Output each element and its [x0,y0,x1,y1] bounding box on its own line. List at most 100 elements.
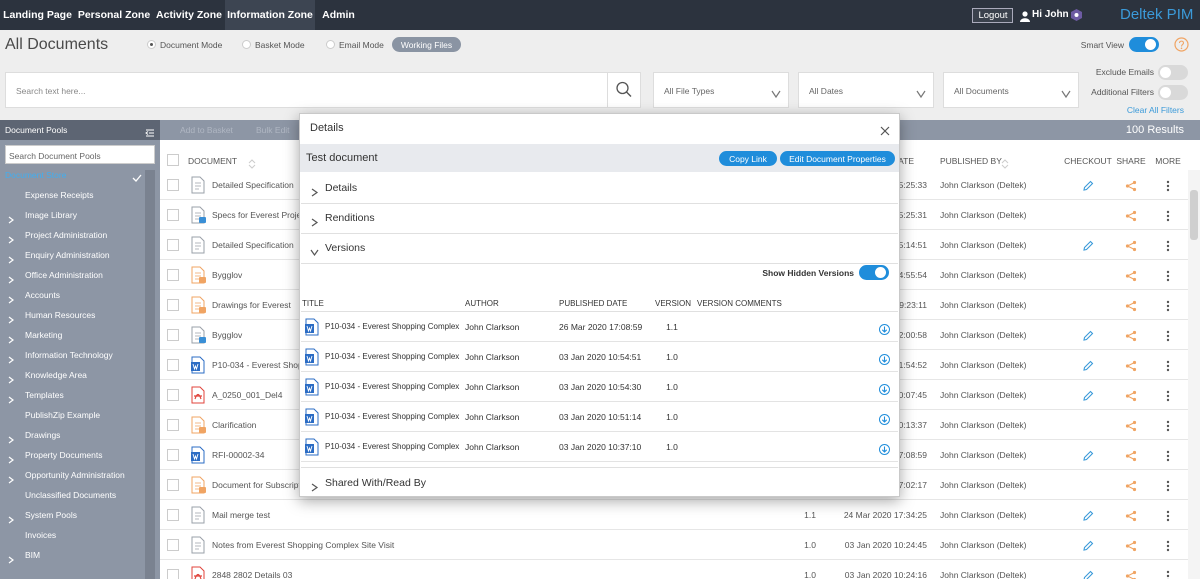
version-title[interactable]: P10-034 - Everest Shopping Complex [325,412,460,421]
row-checkbox[interactable] [167,509,179,521]
download-icon[interactable] [879,352,890,365]
document-name[interactable]: P10-034 - Everest Shopping [212,360,319,370]
document-name[interactable]: Bygglov [212,270,243,280]
nav-item[interactable]: Admin [315,0,362,30]
nav-item[interactable]: Landing Page [0,0,75,30]
more-icon[interactable] [1165,569,1171,579]
action-button-label[interactable]: Edit Document Properties [789,153,886,164]
clear-filters-link[interactable]: Clear All Filters [1126,105,1184,115]
pool-item[interactable]: Enquiry Administration [25,250,110,260]
more-icon[interactable] [1165,359,1171,372]
document-name[interactable]: RFI-00002-34 [212,450,265,460]
download-icon[interactable] [879,322,890,335]
checkout-icon[interactable] [1082,239,1094,251]
row-checkbox[interactable] [167,239,179,251]
toggle[interactable] [1158,85,1188,100]
checkout-icon[interactable] [1082,449,1094,461]
share-icon[interactable] [1125,539,1137,552]
pool-item[interactable]: Opportunity Administration [25,470,125,480]
search-button[interactable] [607,72,641,108]
action-button[interactable]: Copy Link [719,151,777,166]
mode-label[interactable]: Document Mode [160,40,223,50]
action-button-label[interactable]: Copy Link [729,153,767,164]
pool-item[interactable]: Property Documents [25,450,103,460]
pool-search[interactable]: Search Document Pools [5,145,155,164]
action-button[interactable]: Edit Document Properties [780,151,895,166]
more-icon[interactable] [1165,329,1171,342]
pool-item[interactable]: Human Resources [25,310,96,320]
row-checkbox[interactable] [167,209,179,221]
more-icon[interactable] [1165,209,1171,222]
pool-item[interactable]: System Pools [25,510,77,520]
section-header[interactable]: Versions [325,242,366,254]
nav-item-label[interactable]: Landing Page [3,9,72,21]
pool-item[interactable]: Invoices [25,530,57,540]
toolbar-action[interactable]: Bulk Edit [256,125,290,135]
toggle[interactable] [1158,65,1188,80]
pool-item[interactable]: PublishZip Example [25,410,101,420]
more-icon[interactable] [1165,509,1171,522]
radio[interactable] [326,40,335,49]
pool-item[interactable]: Accounts [25,290,60,300]
account-badge[interactable] [1070,8,1083,22]
document-name[interactable]: A_0250_001_Del4 [212,390,283,400]
more-icon[interactable] [1165,539,1171,552]
document-name[interactable]: Detailed Specification [212,240,294,250]
share-icon[interactable] [1125,269,1137,282]
document-name[interactable]: Bygglov [212,330,243,340]
section-header[interactable]: Details [325,182,358,194]
share-icon[interactable] [1125,389,1137,402]
checkout-icon[interactable] [1082,179,1094,191]
pool-item[interactable]: Office Administration [25,270,103,280]
working-files-button[interactable]: Working Files [392,37,461,52]
nav-item-label[interactable]: Personal Zone [77,9,151,21]
logout-label[interactable]: Logout [978,9,1008,21]
close-button[interactable] [880,123,890,136]
share-icon[interactable] [1125,299,1137,312]
download-icon[interactable] [879,412,890,425]
checkout-icon[interactable] [1082,389,1094,401]
filter-dropdown[interactable]: All Dates [798,72,934,108]
working-files-label[interactable]: Working Files [400,39,453,50]
row-checkbox[interactable] [167,299,179,311]
pool-item[interactable]: Marketing [25,330,63,340]
share-icon[interactable] [1125,449,1137,462]
checkout-icon[interactable] [1082,509,1094,521]
mode-label[interactable]: Email Mode [339,40,384,50]
header-checkbox[interactable] [167,154,179,166]
share-icon[interactable] [1125,179,1137,192]
toggle[interactable] [1129,37,1159,52]
nav-item-label[interactable]: Information Zone [227,9,313,21]
more-icon[interactable] [1165,389,1171,402]
pool-item[interactable]: Drawings [25,430,61,440]
row-checkbox[interactable] [167,329,179,341]
more-icon[interactable] [1165,179,1171,192]
section-header[interactable]: Shared With/Read By [325,477,426,489]
share-icon[interactable] [1125,479,1137,492]
row-checkbox[interactable] [167,179,179,191]
more-icon[interactable] [1165,449,1171,462]
dropdown-label[interactable]: All Dates [809,86,844,96]
checkout-icon[interactable] [1082,569,1094,579]
document-name[interactable]: 2848 2802 Details 03 [212,570,293,579]
pool-item[interactable]: Information Technology [25,350,113,360]
logout-button[interactable]: Logout [972,8,1013,23]
search-placeholder[interactable]: Search text here... [16,86,86,96]
share-icon[interactable] [1125,239,1137,252]
toolbar-action[interactable]: Add to Basket [180,125,233,135]
pool-item[interactable]: Document Store [5,170,67,180]
more-icon[interactable] [1165,299,1171,312]
download-icon[interactable] [879,442,890,455]
help-icon[interactable] [1174,37,1189,52]
document-name[interactable]: Mail merge test [212,510,271,520]
more-icon[interactable] [1165,479,1171,492]
share-icon[interactable] [1125,419,1137,432]
collapse-icon[interactable] [145,125,155,137]
dropdown-label[interactable]: All Documents [954,86,1009,96]
radio[interactable] [147,40,156,49]
checkout-icon[interactable] [1082,359,1094,371]
row-checkbox[interactable] [167,389,179,401]
share-icon[interactable] [1125,329,1137,342]
nav-item[interactable]: Activity Zone [153,0,225,30]
pool-item[interactable]: Expense Receipts [25,190,94,200]
